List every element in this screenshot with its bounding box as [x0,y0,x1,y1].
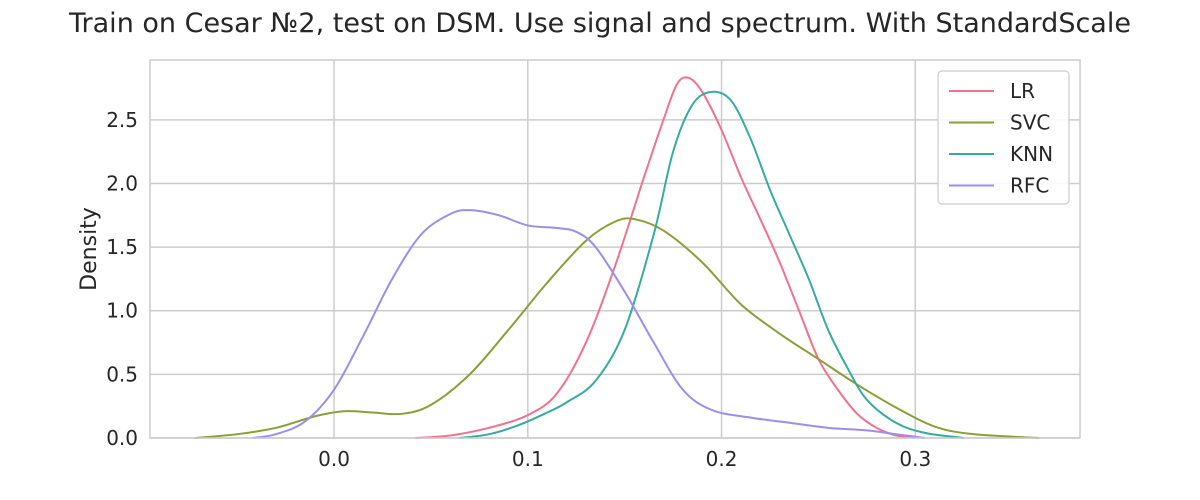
y-tick-label: 0.0 [106,426,138,450]
plot-frame [149,59,1081,439]
y-tick-label: 2.0 [106,171,138,195]
y-axis-label: Density [77,207,102,291]
legend-box [937,70,1070,205]
series-lines [194,76,1040,439]
x-tick-label: 0.3 [899,447,931,471]
legend: LR SVC KNN RFC [937,70,1070,205]
x-axis-ticks: 0.0 0.1 0.2 0.3 [318,447,931,471]
chart-title: Train on Cesar №2, test on DSM. Use sign… [68,8,1131,39]
series-line-svc [194,217,1040,439]
x-tick-label: 0.1 [512,447,544,471]
y-tick-label: 0.5 [106,362,138,386]
series-line-rfc [252,209,926,439]
x-tick-label: 0.0 [318,447,350,471]
legend-label: LR [1010,79,1035,103]
x-tick-label: 0.2 [706,447,738,471]
y-tick-label: 1.0 [106,299,138,323]
legend-label: RFC [1010,174,1049,198]
legend-label: SVC [1010,111,1050,135]
legend-label: KNN [1010,142,1053,166]
series-line-lr [415,76,916,439]
y-axis-ticks: 0.0 0.5 1.0 1.5 2.0 2.5 [106,108,138,450]
series-line-knn [459,90,964,439]
y-tick-label: 2.5 [106,108,138,132]
y-tick-label: 1.5 [106,235,138,259]
